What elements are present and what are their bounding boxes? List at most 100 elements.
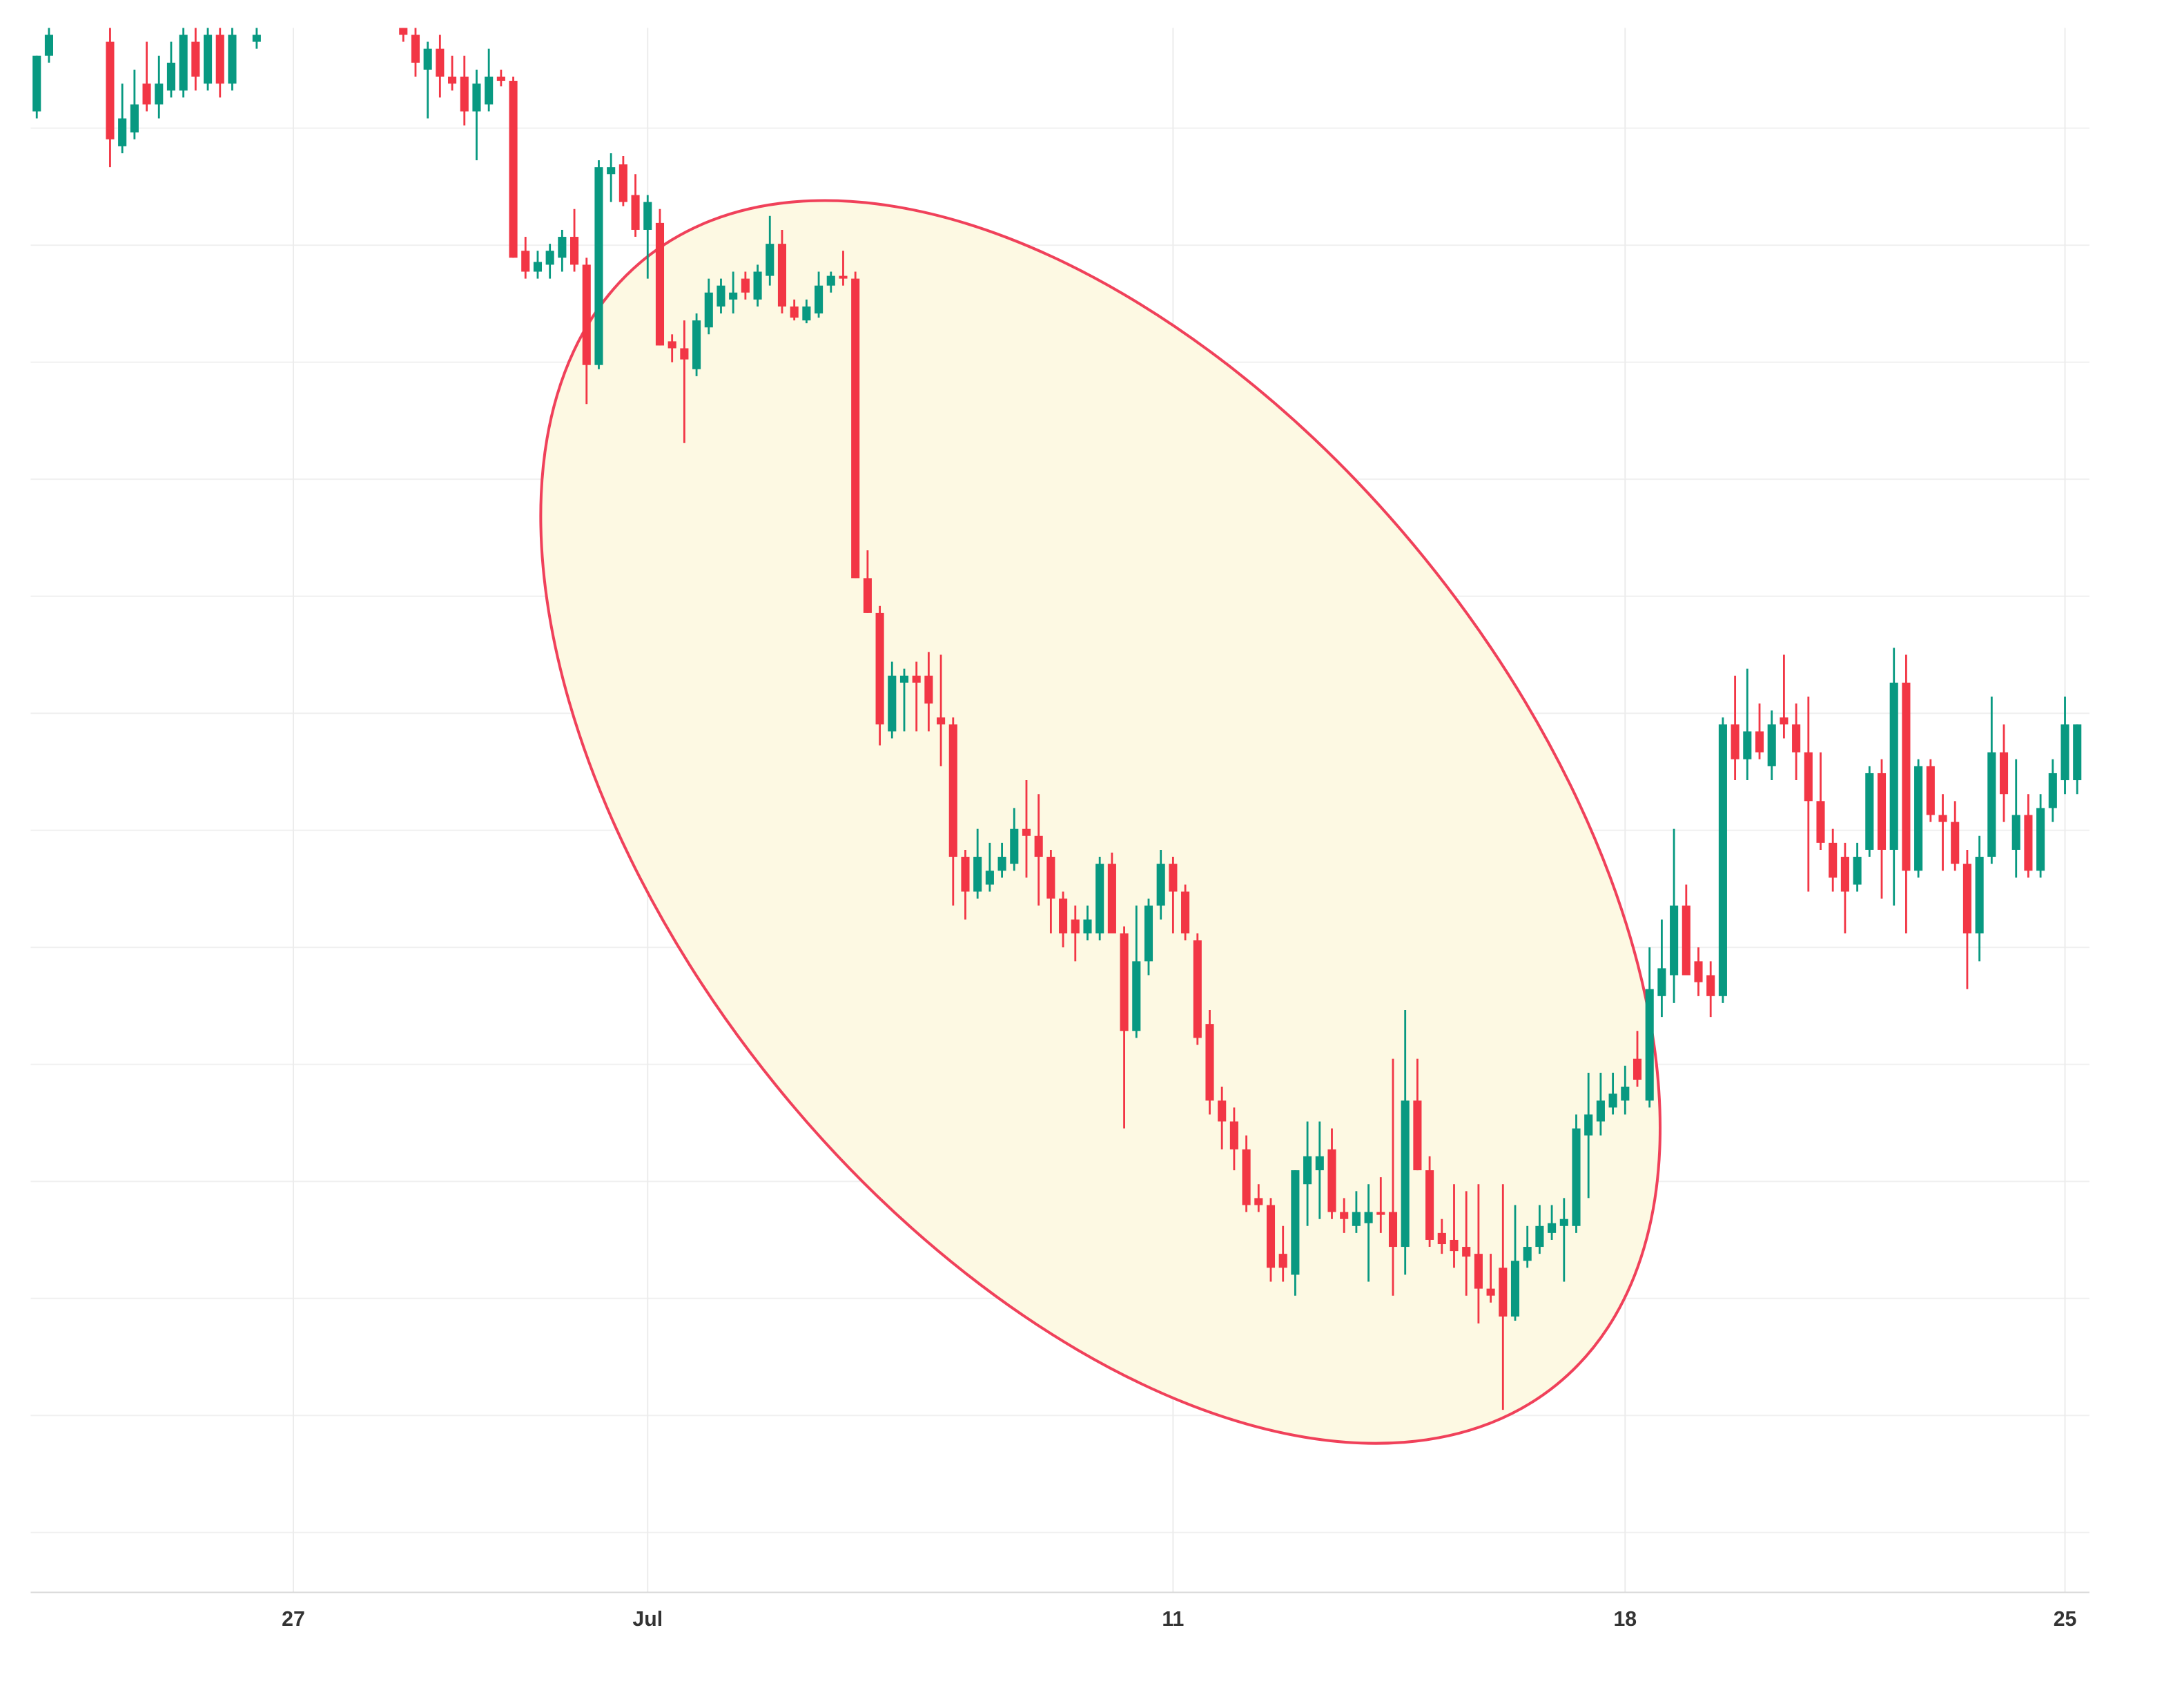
candle-body <box>1401 1100 1410 1248</box>
candle-body <box>1523 1247 1532 1261</box>
candle-body <box>655 222 665 346</box>
candle-body <box>618 164 627 202</box>
candle-body <box>570 237 579 265</box>
candle-body <box>509 81 518 258</box>
candle-body <box>1059 898 1068 934</box>
candle-body <box>1376 1212 1385 1215</box>
candle-body <box>485 76 494 105</box>
candle-body <box>1437 1232 1446 1245</box>
x-tick-label: Jul <box>632 1608 663 1631</box>
candle-body <box>1034 835 1043 857</box>
candle-body <box>1181 891 1190 934</box>
candle-body <box>1462 1247 1471 1257</box>
candle-body <box>1767 724 1776 766</box>
candle-body <box>1120 933 1129 1031</box>
candle-body <box>1865 773 1874 850</box>
candle-body <box>1450 1239 1459 1252</box>
x-tick-label: 11 <box>1162 1608 1184 1631</box>
candle-body <box>1107 864 1116 934</box>
candle-body <box>1499 1268 1508 1317</box>
candle-body <box>1132 961 1141 1031</box>
candle-body <box>1840 857 1849 892</box>
candle-body <box>924 675 933 704</box>
candle-body <box>558 237 567 258</box>
candle-body <box>118 118 127 146</box>
candle-body <box>863 578 872 613</box>
candle-body <box>1975 857 1984 934</box>
candle-body <box>1364 1212 1373 1223</box>
candle-body <box>215 35 224 84</box>
candle-body <box>741 278 750 293</box>
candle-body <box>1829 842 1838 878</box>
x-tick-label: 27 <box>282 1608 305 1631</box>
candle-body <box>179 35 188 91</box>
candle-body <box>766 244 774 276</box>
candle-body <box>1951 822 1960 864</box>
x-axis-labels: 27 Jul 11 18 25 <box>282 1608 2076 1631</box>
candle-body <box>839 275 848 279</box>
candle-body <box>631 195 640 230</box>
candle-body <box>448 76 457 84</box>
candle-body <box>1645 989 1654 1101</box>
candle-body <box>607 167 616 175</box>
candle-body <box>1938 815 1947 822</box>
candle-body <box>937 717 946 725</box>
candle-body <box>1962 864 1971 934</box>
candle-body <box>1266 1205 1276 1268</box>
candle-body <box>496 76 505 81</box>
candle-body <box>1633 1058 1642 1080</box>
candle-body <box>423 48 432 70</box>
candle-body <box>204 35 213 84</box>
candle-body <box>1022 828 1031 836</box>
candle-body <box>729 292 738 300</box>
candle-body <box>802 306 811 321</box>
candle-body <box>1657 968 1666 996</box>
candle-body <box>130 104 139 133</box>
candle-body <box>1596 1100 1605 1122</box>
candle-body <box>44 35 54 56</box>
candle-body <box>1229 1121 1238 1149</box>
x-tick-label: 18 <box>1613 1608 1637 1631</box>
candle-body <box>472 84 481 112</box>
candle-body <box>1474 1254 1483 1289</box>
candle-body <box>1071 919 1080 934</box>
candle-body <box>32 55 41 112</box>
candle-body <box>166 62 176 91</box>
candle-body <box>436 48 445 77</box>
candle-body <box>460 76 469 112</box>
candle-body <box>1718 724 1727 996</box>
x-tick-label: 25 <box>2054 1608 2077 1631</box>
candle-body <box>1156 864 1165 906</box>
candle-body <box>704 292 713 328</box>
candle-body <box>1388 1212 1398 1248</box>
candle-body <box>1914 766 1923 871</box>
candle-body <box>1804 752 1813 802</box>
candle-body <box>961 857 970 892</box>
candle-body <box>1254 1198 1263 1205</box>
candle-body <box>997 857 1006 871</box>
candle-body <box>1095 864 1104 934</box>
candle-body <box>973 857 982 892</box>
candle-body <box>1670 905 1679 976</box>
candle-body <box>717 285 725 307</box>
candle-body <box>1169 864 1178 892</box>
candle-body <box>1780 717 1789 725</box>
candle-body <box>2073 724 2082 781</box>
candle-body <box>1046 857 1055 899</box>
candle-body <box>1572 1128 1581 1226</box>
candle-body <box>1682 905 1690 976</box>
candle-body <box>142 84 151 105</box>
candle-body <box>1902 682 1911 871</box>
candle-body <box>948 724 957 857</box>
candle-body <box>411 35 420 63</box>
candle-body <box>851 278 860 579</box>
candle-body <box>1352 1212 1361 1226</box>
candle-body <box>1999 752 2009 795</box>
candle-body <box>1205 1024 1214 1101</box>
candle-body <box>2011 815 2020 850</box>
candle-body <box>888 675 897 732</box>
candle-body <box>1083 919 1092 934</box>
candle-body <box>1816 801 1825 843</box>
candle-body <box>899 675 909 683</box>
